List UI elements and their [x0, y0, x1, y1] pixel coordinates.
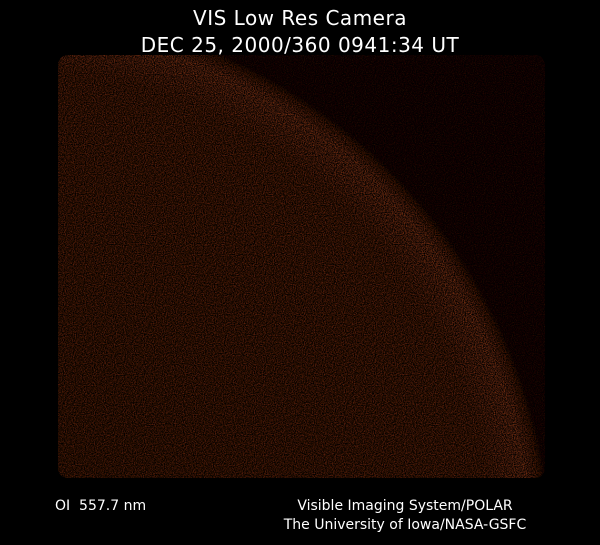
- instrument-label: Visible Imaging System/POLAR: [297, 498, 513, 514]
- credit-label: The University of Iowa/NASA-GSFC: [283, 517, 527, 533]
- wavelength-label: OI 557.7 nm: [55, 498, 147, 514]
- earth-disk: [58, 55, 545, 478]
- image-timestamp: DEC 25, 2000/360 0941:34 UT: [140, 33, 460, 57]
- image-title: VIS Low Res Camera: [193, 6, 407, 30]
